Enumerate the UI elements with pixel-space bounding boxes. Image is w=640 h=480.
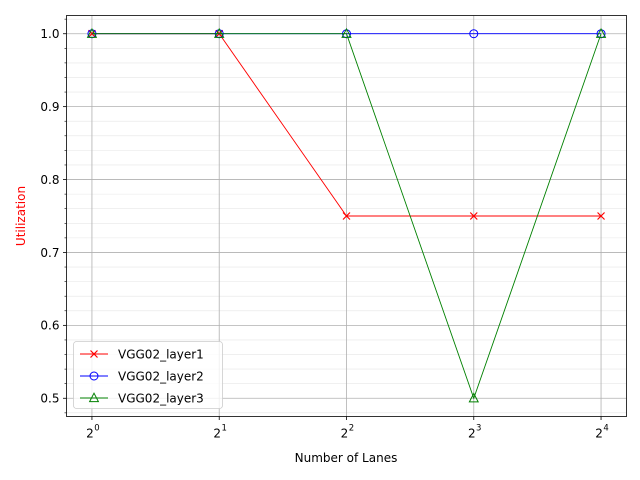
legend: VGG02_layer1 VGG02_layer2 VGG02_layer3 [73,341,223,409]
legend-entry: VGG02_layer1 [80,347,204,361]
y-tick-label: 0.8 [40,173,59,187]
legend-box [73,341,223,409]
x-marker [90,350,98,358]
series-lines [86,27,607,403]
triangle-marker [468,392,479,403]
x-tick-label-base: 2 [213,427,221,441]
x-tick-label-base: 2 [86,427,94,441]
x-tick-label-base: 2 [341,427,349,441]
legend-entry: VGG02_layer3 [80,391,204,405]
x-tick-label-exponent: 4 [603,424,608,434]
legend-label: VGG02_layer3 [118,391,204,405]
legend-entry: VGG02_layer2 [80,369,204,383]
y-tick-label: 0.9 [40,100,59,114]
x-tick-label-exponent: 1 [222,424,227,434]
triangle-marker [595,27,607,38]
x-tick-label-exponent: 2 [349,424,354,434]
x-marker-stroke [597,212,605,220]
circle-marker [89,371,99,381]
x-tick-label-base: 2 [468,427,476,441]
x-marker [597,212,605,220]
x-tick-label-exponent: 0 [94,424,99,434]
x-tick-label-exponent: 3 [476,424,481,434]
x-axis-label: Number of Lanes [295,451,398,465]
y-tick-label: 0.7 [40,246,59,260]
x-marker-stroke [90,350,98,358]
triangle-marker [341,27,352,38]
legend-label: VGG02_layer2 [118,369,204,383]
triangle-marker [86,27,98,38]
triangle-marker [88,392,100,403]
y-tick-label: 0.6 [40,319,59,333]
circle-marker [469,29,479,39]
x-marker [342,212,351,220]
y-tick-label: 0.5 [40,392,59,406]
series-line [91,33,602,400]
x-marker-stroke [342,212,351,220]
axis-ticks: 0.50.60.70.80.91.02 0 2 1 2 2 2 3 2 4 [40,18,609,441]
series-VGG02_layer3 [86,27,607,403]
legend-label: VGG02_layer1 [118,347,204,361]
triangle-marker [213,27,225,38]
x-marker [469,212,478,220]
y-axis-label: Utilization [14,186,28,246]
x-tick-label-base: 2 [595,427,603,441]
y-tick-label: 1.0 [40,27,59,41]
x-marker-stroke [469,212,478,220]
